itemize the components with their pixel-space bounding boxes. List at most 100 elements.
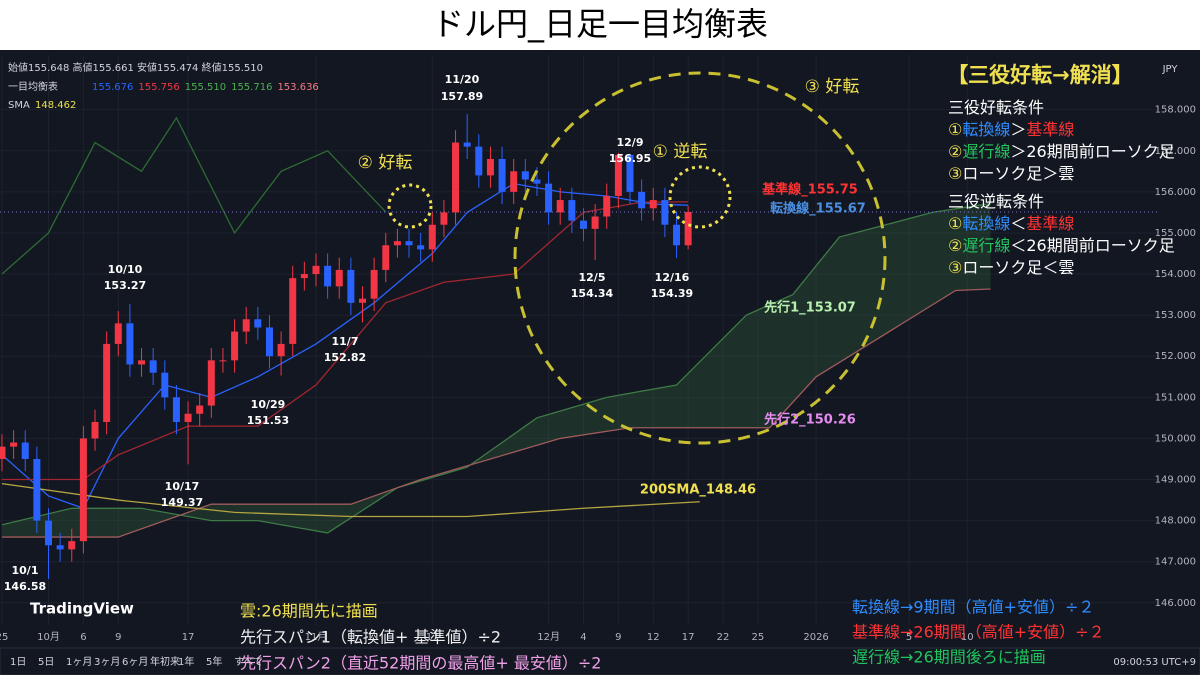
x-tick-label: 11月	[305, 631, 328, 643]
range-button[interactable]: 1日	[10, 657, 26, 668]
candle-body	[149, 360, 157, 373]
candle-body	[10, 442, 18, 447]
title-band	[0, 0, 1200, 50]
y-tick-label: 147.000	[1155, 557, 1196, 568]
header-ohlc: 始値155.648 高値155.661 安値155.474 終値155.510	[8, 61, 263, 74]
annotation: 11/7	[332, 335, 359, 348]
candle-body	[289, 278, 297, 344]
x-tick-label: 25	[0, 632, 8, 643]
annotation: 200SMA_148.46	[640, 483, 756, 498]
candle-body	[114, 323, 122, 344]
candle-body	[440, 212, 448, 225]
y-tick-label: 148.000	[1155, 516, 1196, 527]
panel-line: ②遅行線＜26期間前ローソク足	[948, 236, 1175, 255]
header-sma-value: 148.462	[35, 100, 76, 111]
candle-body	[0, 446, 6, 459]
range-button[interactable]: 1ヶ月	[66, 656, 92, 668]
note: 雲:26期間先に描画	[240, 602, 378, 621]
annotation: 10/29	[251, 398, 286, 411]
candle-body	[591, 216, 599, 229]
candle-body	[626, 154, 634, 192]
header-sma: SMA	[8, 100, 30, 111]
panel-segment: 基準線	[1026, 214, 1074, 233]
annotation: 154.39	[651, 287, 693, 300]
candle-body	[324, 265, 332, 287]
note: 先行スパン2（直近52期間の最高値+ 最安値）÷2	[240, 654, 601, 673]
annotation: ① 逆転	[653, 142, 708, 162]
x-tick-label: 17	[426, 632, 439, 643]
chart-panel	[0, 50, 1200, 675]
x-tick-label: 9	[115, 632, 121, 643]
indicator-line	[1, 116, 387, 275]
candle-body	[207, 360, 215, 406]
highlight-circle	[668, 165, 732, 229]
candle-body	[33, 458, 41, 521]
annotation: 157.89	[441, 90, 483, 103]
candle-body	[196, 405, 204, 414]
candle-body	[312, 265, 320, 275]
panel-segment: ＞26期間前ローソク足	[1010, 142, 1174, 161]
range-button[interactable]: 6ヶ月	[122, 656, 148, 668]
range-button[interactable]: 5年	[206, 655, 222, 668]
candle-body	[417, 245, 425, 250]
annotation: 11/20	[445, 73, 480, 86]
candle-body	[277, 343, 285, 357]
annotation: 10/10	[108, 263, 143, 276]
indicator-line	[1, 182, 689, 510]
candle-body	[138, 360, 146, 365]
candle-body	[370, 269, 378, 299]
x-tick-label: 4	[580, 632, 586, 643]
annotation: 先行2_150.26	[764, 412, 856, 428]
panel-segment: ②	[948, 236, 962, 255]
candle-body	[673, 224, 681, 246]
x-tick-label: 17	[682, 632, 695, 643]
header-value: 155.756	[138, 82, 179, 93]
range-button[interactable]: 1年	[178, 655, 194, 668]
annotation: 12/9	[617, 136, 644, 149]
y-tick-label: 149.000	[1155, 475, 1196, 486]
panel-line: 三役逆転条件	[948, 192, 1044, 211]
panel-segment: 三役逆転条件	[948, 192, 1044, 211]
panel-segment: ①	[948, 120, 962, 139]
candle-body	[556, 200, 564, 213]
candle-body	[452, 142, 460, 213]
panel-segment: 基準線	[1026, 120, 1074, 139]
note: 転換線→9期間（高値+安値）÷２	[852, 598, 1094, 617]
candle-body	[486, 158, 494, 176]
y-tick-label: 155.000	[1155, 228, 1196, 239]
range-button[interactable]: 3ヶ月	[94, 656, 120, 668]
candle-body	[44, 520, 52, 546]
candle-body	[661, 200, 669, 225]
brand: TradingView	[30, 600, 134, 618]
time-axis-band	[0, 628, 1200, 648]
annotation: 12/16	[655, 271, 690, 284]
annotation: 152.82	[324, 351, 366, 364]
annotation: 146.58	[4, 580, 46, 593]
candle-body	[103, 343, 111, 422]
candle-body	[579, 220, 587, 229]
candle-body	[265, 327, 273, 357]
panel-segment: 遅行線	[962, 142, 1010, 161]
candle-body	[428, 224, 436, 250]
panel-line: ②遅行線＞26期間前ローソク足	[948, 142, 1175, 161]
title: ドル円_日足一目均衡表	[432, 5, 768, 43]
candle-body	[56, 545, 64, 550]
range-button[interactable]: 5日	[38, 657, 54, 668]
header-ichimoku-values: 155.676 155.756 155.510 155.716 153.636	[92, 82, 319, 93]
annotation: 10/1	[12, 564, 39, 577]
range-button[interactable]: すべて	[234, 656, 263, 668]
annotation: 12/5	[579, 271, 606, 284]
candle-body	[91, 421, 99, 439]
candle-body	[300, 274, 308, 279]
y-tick-label: 158.000	[1155, 105, 1196, 116]
candle-body	[161, 372, 169, 398]
panel-segment: ③	[948, 258, 962, 277]
panel-segment: ①	[948, 214, 962, 233]
candle-body	[382, 245, 390, 270]
candle-body	[68, 541, 76, 550]
panel-line: ③ローソク足＜雲	[948, 258, 1074, 277]
x-tick-label: 5	[906, 632, 912, 643]
note: 基準線→26期間（高値+安値）÷２	[852, 623, 1105, 642]
range-button[interactable]: 年初来	[150, 655, 180, 668]
panel-line: ①転換線＞基準線	[948, 120, 1074, 139]
